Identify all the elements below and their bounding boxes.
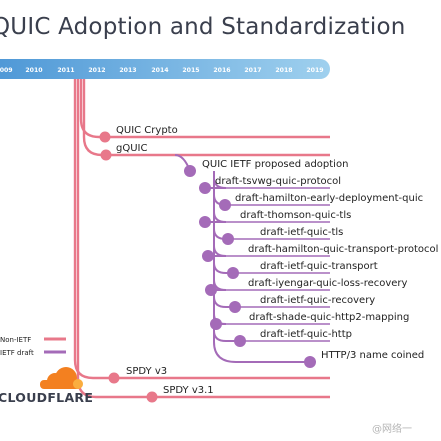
non-ietf-label: QUIC Crypto bbox=[116, 125, 178, 136]
ietf-node bbox=[219, 199, 231, 211]
legend-ietf-label: IETF draft bbox=[0, 349, 34, 357]
page-title: QUIC Adoption and Standardization bbox=[0, 14, 406, 40]
ietf-label: draft-ietf-quic-http bbox=[260, 329, 352, 340]
ietf-branch-path bbox=[213, 171, 310, 363]
year-tick-label: 2009 bbox=[0, 67, 13, 74]
ietf-node bbox=[234, 335, 246, 347]
ietf-label: draft-thomson-quic-tls bbox=[240, 210, 351, 221]
year-tick-label: 2018 bbox=[275, 67, 292, 74]
year-tick-label: 2011 bbox=[57, 67, 74, 74]
legend-non-ietf-label: Non-IETF bbox=[0, 336, 31, 344]
cloudflare-wordmark: CLOUDFLARE bbox=[0, 390, 94, 405]
year-tick-label: 2019 bbox=[306, 67, 323, 74]
non-ietf-label: SPDY v3.1 bbox=[163, 385, 214, 396]
year-tick-label: 2015 bbox=[182, 67, 199, 74]
non-ietf-node bbox=[146, 391, 158, 403]
cloudflare-logo-icon bbox=[40, 367, 83, 389]
non-ietf-node bbox=[99, 131, 111, 143]
ietf-label: draft-ietf-quic-recovery bbox=[260, 295, 375, 306]
year-bar bbox=[0, 59, 330, 79]
year-tick-label: 2010 bbox=[25, 67, 43, 74]
ietf-label: draft-ietf-quic-transport bbox=[260, 261, 378, 272]
ietf-label: draft-hamilton-early-deployment-quic bbox=[235, 193, 423, 204]
year-tick-label: 2017 bbox=[244, 67, 261, 74]
ietf-node bbox=[184, 165, 196, 177]
legend: Non-IETF IETF draft bbox=[0, 336, 66, 357]
non-ietf-node bbox=[108, 372, 120, 384]
ietf-label: draft-tsvwg-quic-protocol bbox=[215, 176, 341, 187]
year-axis: 2009 2010 2011 2012 2013 2014 2015 2016 2017 2018… bbox=[0, 67, 324, 74]
year-tick-label: 2014 bbox=[151, 67, 169, 74]
ietf-node bbox=[210, 318, 222, 330]
ietf-node bbox=[304, 356, 316, 368]
year-tick-label: 2012 bbox=[88, 67, 105, 74]
branch-nodes bbox=[99, 131, 316, 403]
ietf-node bbox=[205, 284, 217, 296]
non-ietf-branch-path bbox=[79, 79, 330, 139]
ietf-branch-path bbox=[213, 171, 227, 325]
ietf-label: draft-iyengar-quic-loss-recovery bbox=[248, 278, 408, 289]
ietf-node bbox=[227, 267, 239, 279]
branch-paths bbox=[73, 79, 330, 399]
non-ietf-branch-path bbox=[73, 79, 330, 380]
year-tick-label: 2013 bbox=[119, 67, 136, 74]
ietf-label: draft-shade-quic-http2-mapping bbox=[249, 312, 409, 323]
ietf-label: draft-ietf-quic-tls bbox=[260, 227, 343, 238]
non-ietf-label: gQUIC bbox=[116, 143, 147, 154]
year-tick-label: 2016 bbox=[213, 67, 230, 74]
non-ietf-label: SPDY v3 bbox=[126, 366, 167, 377]
ietf-label: HTTP/3 name coined bbox=[321, 350, 424, 361]
branch-labels: QUIC Crypto gQUIC SPDY v3 SPDY v3.1 QUIC IET… bbox=[116, 125, 438, 396]
ietf-node bbox=[199, 216, 211, 228]
ietf-node bbox=[222, 233, 234, 245]
ietf-node bbox=[199, 182, 211, 194]
ietf-label: draft-hamilton-quic-transport-protocol bbox=[248, 244, 438, 255]
non-ietf-node bbox=[100, 149, 112, 161]
ietf-node bbox=[229, 301, 241, 313]
ietf-label: QUIC IETF proposed adoption bbox=[202, 159, 348, 170]
watermark: @网络一 bbox=[372, 424, 412, 435]
ietf-node bbox=[202, 250, 214, 262]
